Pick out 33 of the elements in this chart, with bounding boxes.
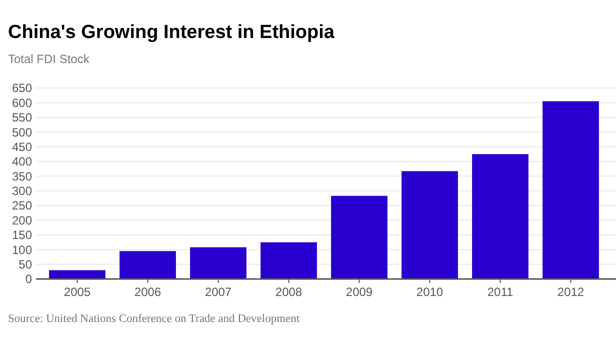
bar — [331, 196, 388, 279]
bar — [402, 171, 458, 279]
x-tick-label: 2007 — [204, 285, 232, 299]
y-tick-label: 350 — [12, 169, 32, 184]
chart-title: China's Growing Interest in Ethiopia — [8, 22, 335, 43]
y-tick-label: 400 — [12, 154, 32, 169]
y-tick-label: 200 — [12, 213, 32, 228]
source-note: Source: United Nations Conference on Trade and Development — [8, 313, 300, 325]
x-tick-label: 2005 — [64, 285, 91, 299]
x-tick-label: 2006 — [134, 285, 162, 299]
y-tick-label: 0 — [25, 272, 32, 286]
x-tick-label: 2009 — [346, 285, 373, 299]
bar — [49, 270, 106, 279]
bar — [260, 242, 317, 279]
y-tick-label: 600 — [12, 96, 32, 110]
y-tick-label: 250 — [12, 198, 32, 213]
x-tick-label: 2008 — [275, 285, 302, 299]
y-tick-label: 150 — [12, 228, 32, 242]
y-tick-label: 50 — [18, 258, 32, 272]
y-tick-label: 300 — [12, 184, 32, 198]
bar — [472, 154, 528, 279]
x-tick-label: 2010 — [416, 285, 444, 299]
y-tick-label: 650 — [12, 81, 32, 96]
bar — [542, 101, 599, 279]
chart-subtitle: Total FDI Stock — [8, 52, 90, 66]
y-tick-label: 550 — [12, 110, 32, 125]
x-tick-label: 2011 — [487, 285, 514, 299]
bar — [120, 251, 176, 279]
x-tick-label: 2012 — [557, 285, 584, 299]
y-tick-label: 500 — [12, 125, 32, 140]
bar — [190, 247, 246, 279]
y-tick-label: 100 — [12, 242, 32, 257]
y-tick-label: 450 — [12, 140, 32, 154]
